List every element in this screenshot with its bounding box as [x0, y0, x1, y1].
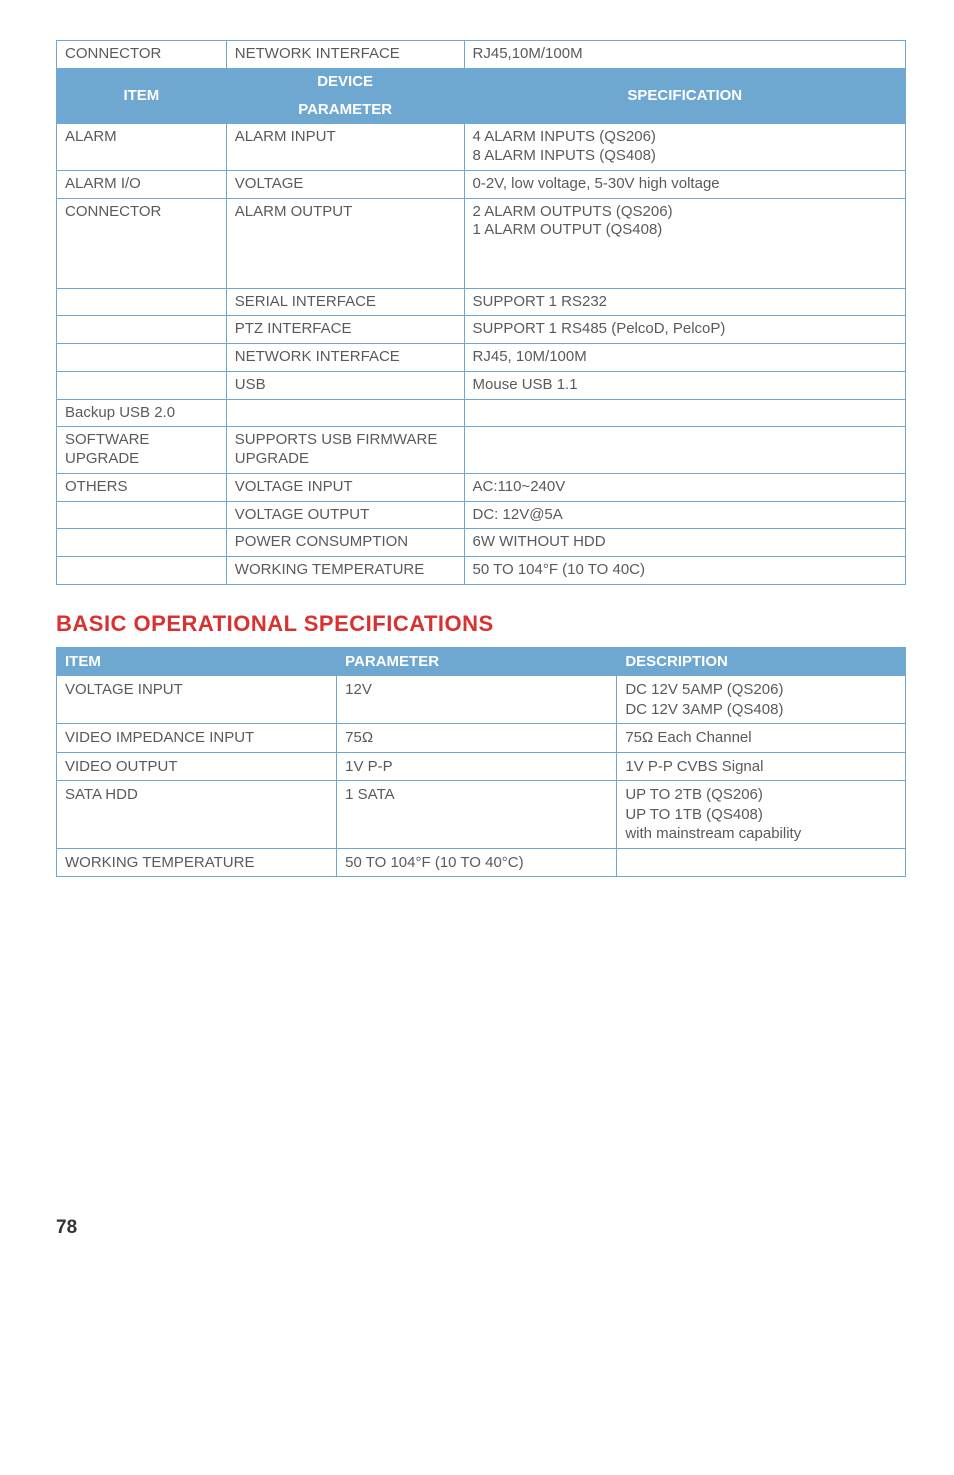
cell: Mouse USB 1.1	[464, 371, 905, 399]
cell: 1 SATA	[337, 781, 617, 849]
cell-line: 8 ALARM INPUTS (QS408)	[473, 147, 656, 164]
cell-line: DC 12V 5AMP (QS206)	[625, 681, 783, 698]
cell: VIDEO IMPEDANCE INPUT	[57, 724, 337, 753]
cell: ALARM I/O	[57, 170, 227, 198]
table-row: NETWORK INTERFACE RJ45, 10M/100M	[57, 344, 906, 372]
cell	[57, 501, 227, 529]
table-row: ALARM ALARM INPUT 4 ALARM INPUTS (QS206)…	[57, 124, 906, 171]
cell: VOLTAGE INPUT	[226, 473, 464, 501]
cell: VOLTAGE INPUT	[57, 676, 337, 724]
cell: SUPPORT 1 RS232	[464, 288, 905, 316]
table-row: SOFTWARE UPGRADE SUPPORTS USB FIRMWARE U…	[57, 427, 906, 474]
table-row: VOLTAGE OUTPUT DC: 12V@5A	[57, 501, 906, 529]
cell: ALARM INPUT	[226, 124, 464, 171]
cell: SOFTWARE UPGRADE	[57, 427, 227, 474]
cell-line: with mainstream capability	[625, 825, 801, 842]
table-header-row: ITEM PARAMETER DESCRIPTION	[57, 647, 906, 676]
header-description: DESCRIPTION	[617, 647, 906, 676]
table-row: OTHERS VOLTAGE INPUT AC:110~240V	[57, 473, 906, 501]
cell: SERIAL INTERFACE	[226, 288, 464, 316]
table-row: SERIAL INTERFACE SUPPORT 1 RS232	[57, 288, 906, 316]
operational-spec-table: ITEM PARAMETER DESCRIPTION VOLTAGE INPUT…	[56, 647, 906, 878]
cell: ALARM OUTPUT	[226, 198, 464, 288]
cell: 50 TO 104°F (10 TO 40°C)	[337, 848, 617, 877]
cell	[617, 848, 906, 877]
cell: 1V P-P	[337, 752, 617, 781]
cell: 50 TO 104°F (10 TO 40C)	[464, 557, 905, 585]
cell: USB	[226, 371, 464, 399]
cell	[57, 344, 227, 372]
table-row: VIDEO OUTPUT 1V P-P 1V P-P CVBS Signal	[57, 752, 906, 781]
cell: SUPPORT 1 RS485 (PelcoD, PelcoP)	[464, 316, 905, 344]
table-header-row: ITEM DEVICE SPECIFICATION	[57, 68, 906, 96]
cell: VOLTAGE OUTPUT	[226, 501, 464, 529]
cell: DC 12V 5AMP (QS206) DC 12V 3AMP (QS408)	[617, 676, 906, 724]
header-item: ITEM	[57, 68, 227, 124]
cell: WORKING TEMPERATURE	[226, 557, 464, 585]
cell	[57, 288, 227, 316]
cell	[57, 529, 227, 557]
cell: 12V	[337, 676, 617, 724]
cell: 0-2V, low voltage, 5-30V high voltage	[464, 170, 905, 198]
cell: NETWORK INTERFACE	[226, 41, 464, 69]
hardware-spec-table: CONNECTOR NETWORK INTERFACE RJ45,10M/100…	[56, 40, 906, 585]
cell-line: 1 ALARM OUTPUT (QS408)	[473, 221, 663, 238]
header-device: DEVICE	[226, 68, 464, 96]
table-row: CONNECTOR NETWORK INTERFACE RJ45,10M/100…	[57, 41, 906, 69]
table-row: POWER CONSUMPTION 6W WITHOUT HDD	[57, 529, 906, 557]
cell: VIDEO OUTPUT	[57, 752, 337, 781]
cell: VOLTAGE	[226, 170, 464, 198]
cell: WORKING TEMPERATURE	[57, 848, 337, 877]
table-row: WORKING TEMPERATURE 50 TO 104°F (10 TO 4…	[57, 557, 906, 585]
cell: SUPPORTS USB FIRMWARE UPGRADE	[226, 427, 464, 474]
section-title: BASIC OPERATIONAL SPECIFICATIONS	[56, 611, 906, 637]
table-row: ALARM I/O VOLTAGE 0-2V, low voltage, 5-3…	[57, 170, 906, 198]
header-spec: SPECIFICATION	[464, 68, 905, 124]
header-parameter: PARAMETER	[337, 647, 617, 676]
cell	[57, 316, 227, 344]
cell	[57, 557, 227, 585]
cell: UP TO 2TB (QS206) UP TO 1TB (QS408) with m…	[617, 781, 906, 849]
cell	[57, 371, 227, 399]
cell: 2 ALARM OUTPUTS (QS206)1 ALARM OUTPUT (Q…	[464, 198, 905, 288]
table-row: SATA HDD 1 SATA UP TO 2TB (QS206) UP TO 1…	[57, 781, 906, 849]
table-row: PTZ INTERFACE SUPPORT 1 RS485 (PelcoD, P…	[57, 316, 906, 344]
cell-line: DC 12V 3AMP (QS408)	[625, 701, 783, 718]
cell: PTZ INTERFACE	[226, 316, 464, 344]
table-row: WORKING TEMPERATURE 50 TO 104°F (10 TO 4…	[57, 848, 906, 877]
cell: OTHERS	[57, 473, 227, 501]
table-row: VOLTAGE INPUT 12V DC 12V 5AMP (QS206)DC …	[57, 676, 906, 724]
cell: 75Ω	[337, 724, 617, 753]
header-parameter: PARAMETER	[226, 96, 464, 124]
cell-line: UP TO 2TB (QS206)	[625, 786, 763, 803]
cell: POWER CONSUMPTION	[226, 529, 464, 557]
cell: RJ45, 10M/100M	[464, 344, 905, 372]
table-row: Backup USB 2.0	[57, 399, 906, 427]
cell-line: 4 ALARM INPUTS (QS206)	[473, 128, 656, 145]
cell: 1V P-P CVBS Signal	[617, 752, 906, 781]
cell: NETWORK INTERFACE	[226, 344, 464, 372]
cell: ALARM	[57, 124, 227, 171]
cell-line: 2 ALARM OUTPUTS (QS206)	[473, 203, 673, 220]
cell	[226, 399, 464, 427]
cell: SATA HDD	[57, 781, 337, 849]
cell: 4 ALARM INPUTS (QS206) 8 ALARM INPUTS (QS…	[464, 124, 905, 171]
cell: DC: 12V@5A	[464, 501, 905, 529]
cell: Backup USB 2.0	[57, 399, 227, 427]
page-number: 78	[56, 1217, 906, 1239]
cell: RJ45,10M/100M	[464, 41, 905, 69]
cell: CONNECTOR	[57, 198, 227, 288]
header-item: ITEM	[57, 647, 337, 676]
cell: AC:110~240V	[464, 473, 905, 501]
cell-line: UP TO 1TB (QS408)	[625, 806, 763, 823]
table-row: CONNECTOR ALARM OUTPUT 2 ALARM OUTPUTS (…	[57, 198, 906, 288]
cell	[464, 399, 905, 427]
cell: 75Ω Each Channel	[617, 724, 906, 753]
cell	[464, 427, 905, 474]
table-row: USB Mouse USB 1.1	[57, 371, 906, 399]
table-row: VIDEO IMPEDANCE INPUT 75Ω 75Ω Each Chann…	[57, 724, 906, 753]
cell: 6W WITHOUT HDD	[464, 529, 905, 557]
cell: CONNECTOR	[57, 41, 227, 69]
